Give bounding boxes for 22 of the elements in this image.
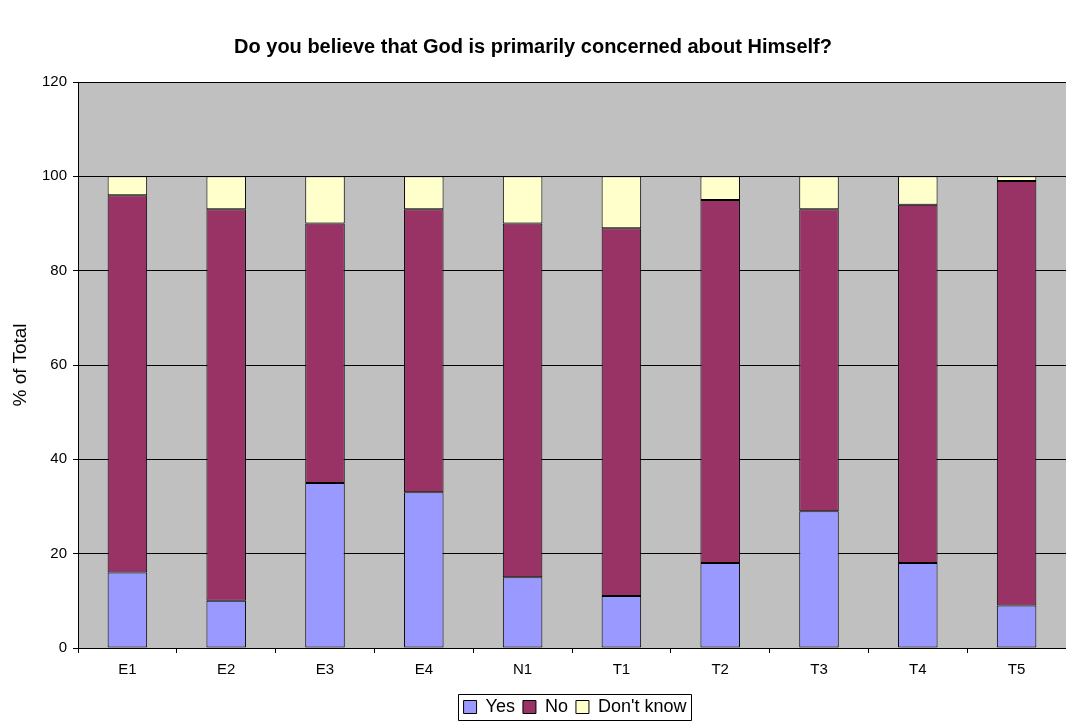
legend-label: Yes [485, 695, 515, 716]
y-tick-label: 40 [50, 449, 67, 467]
x-tick-label: T3 [810, 660, 828, 678]
x-tick-label: T4 [909, 660, 927, 678]
y-tick-label: 0 [58, 638, 67, 656]
y-tick-label: 100 [41, 166, 67, 184]
x-tick-label: T2 [711, 660, 729, 678]
x-tick-label: E2 [217, 660, 236, 678]
legend-label: No [544, 695, 568, 716]
x-tick-label: E1 [118, 660, 137, 678]
x-tick-label: E4 [414, 660, 433, 678]
chart-title: Do you believe that God is primarily concerned about Himself? [234, 34, 832, 57]
y-tick-label: 80 [50, 260, 67, 278]
legend-label: Don't know [597, 695, 688, 716]
x-tick-label: N1 [513, 660, 533, 678]
x-tick-label: T1 [612, 660, 631, 678]
y-axis-title: % of Total [8, 323, 30, 407]
y-tick-label: 60 [50, 355, 67, 373]
y-tick-label: 120 [41, 72, 67, 90]
x-tick-label: E3 [315, 660, 335, 678]
y-tick-label: 20 [50, 543, 67, 561]
x-tick-label: T5 [1007, 660, 1026, 678]
